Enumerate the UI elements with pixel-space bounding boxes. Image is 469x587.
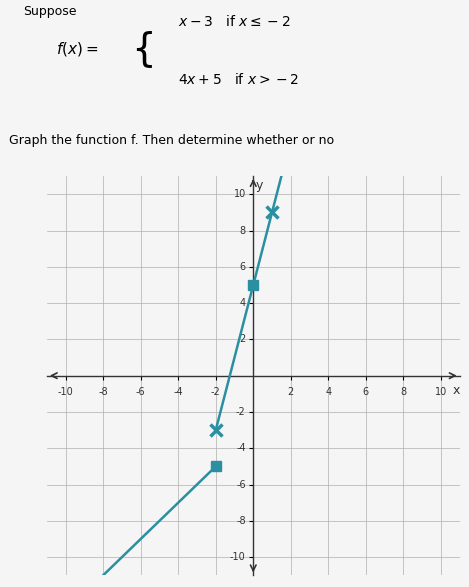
Text: 2: 2 bbox=[287, 387, 294, 397]
Text: $f(x) =$: $f(x) =$ bbox=[56, 41, 98, 58]
Text: -2: -2 bbox=[236, 407, 246, 417]
Text: -10: -10 bbox=[230, 552, 246, 562]
Text: 6: 6 bbox=[240, 262, 246, 272]
Text: -2: -2 bbox=[211, 387, 220, 397]
Text: -8: -8 bbox=[236, 516, 246, 526]
Text: 2: 2 bbox=[240, 335, 246, 345]
Text: -8: -8 bbox=[98, 387, 108, 397]
Text: -6: -6 bbox=[236, 480, 246, 490]
Text: 6: 6 bbox=[363, 387, 369, 397]
Text: 4: 4 bbox=[240, 298, 246, 308]
Text: -6: -6 bbox=[136, 387, 145, 397]
Text: 8: 8 bbox=[240, 225, 246, 235]
Text: -4: -4 bbox=[236, 443, 246, 453]
Text: Suppose: Suppose bbox=[23, 5, 77, 18]
Text: {: { bbox=[131, 31, 156, 68]
Text: 8: 8 bbox=[400, 387, 407, 397]
Text: -10: -10 bbox=[58, 387, 74, 397]
Text: 10: 10 bbox=[234, 189, 246, 199]
Text: x: x bbox=[452, 384, 460, 397]
Text: 10: 10 bbox=[435, 387, 447, 397]
Text: $4x + 5$   if $x > -2$: $4x + 5$ if $x > -2$ bbox=[178, 72, 299, 87]
Text: Graph the function f. Then determine whether or no: Graph the function f. Then determine whe… bbox=[9, 134, 334, 147]
Text: 4: 4 bbox=[325, 387, 332, 397]
Text: y: y bbox=[255, 178, 263, 192]
Text: -4: -4 bbox=[174, 387, 183, 397]
Text: $x - 3$   if $x \leq -2$: $x - 3$ if $x \leq -2$ bbox=[178, 14, 291, 29]
